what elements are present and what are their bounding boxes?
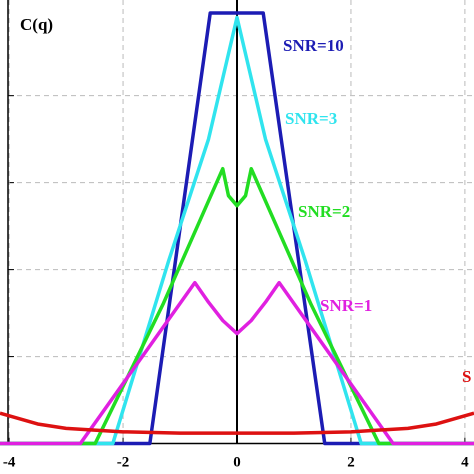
x-tick-label: 2 xyxy=(347,454,355,470)
x-tick-label: -2 xyxy=(117,454,130,470)
series-label: SNR=2 xyxy=(298,202,350,221)
series-line xyxy=(0,11,474,446)
series-label: SNR=3 xyxy=(285,109,337,128)
series-line xyxy=(0,166,474,446)
series-label: SNR=1 xyxy=(320,296,372,315)
series-line xyxy=(0,15,474,446)
y-axis-label: C(q) xyxy=(20,15,53,34)
series-label: SNR=10 xyxy=(283,36,344,55)
series-line xyxy=(0,280,474,446)
series-label: S xyxy=(462,367,471,386)
x-tick-label: -4 xyxy=(3,454,16,470)
x-tick-label: 0 xyxy=(233,454,241,470)
x-tick-label: 4 xyxy=(461,454,469,470)
series-line xyxy=(0,411,474,435)
